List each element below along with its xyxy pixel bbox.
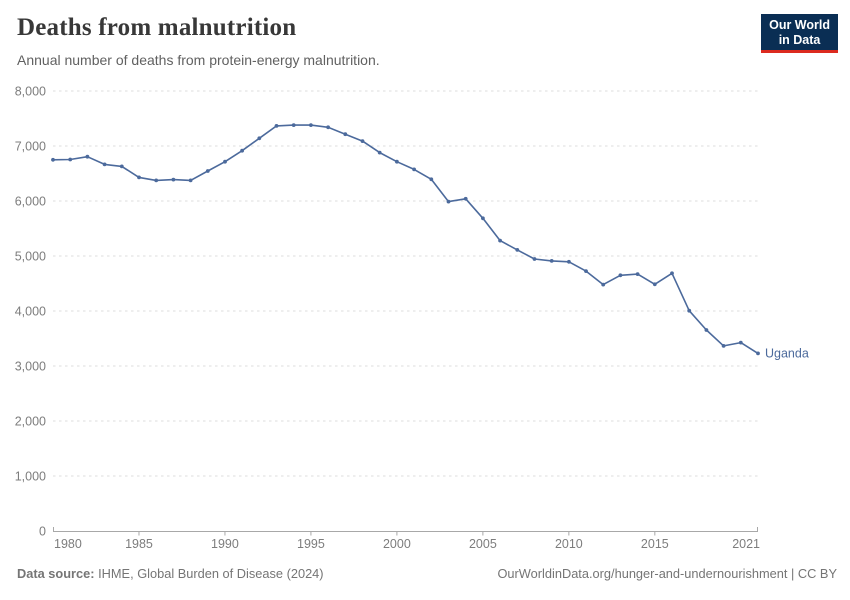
series-label[interactable]: Uganda — [765, 346, 809, 360]
data-point — [343, 132, 348, 137]
data-point — [85, 154, 90, 159]
y-tick-label: 7,000 — [15, 140, 46, 154]
owid-logo-line2: in Data — [778, 32, 821, 47]
data-point — [635, 272, 640, 276]
y-gridlines: 0 1,000 2,000 3,000 4,000 5,000 6,000 7,000 8,00… — [15, 85, 758, 539]
data-point — [205, 169, 210, 173]
data-point — [360, 139, 365, 144]
data-point — [377, 150, 382, 155]
chart-subtitle: Annual number of deaths from protein-ene… — [17, 52, 380, 68]
data-point — [532, 257, 537, 261]
x-tick-label: 2010 — [555, 537, 583, 551]
data-line — [52, 124, 759, 355]
owid-logo[interactable]: Our World in Data — [761, 14, 838, 53]
data-point — [188, 178, 193, 183]
y-tick-label: 0 — [39, 525, 46, 539]
x-axis: 1980 1985 1990 1995 2000 2005 2010 2015 2021 — [53, 527, 760, 551]
data-point — [429, 177, 434, 182]
data-point — [670, 271, 674, 276]
x-tick-label: 2000 — [383, 537, 411, 551]
data-point — [68, 157, 73, 162]
data-point — [102, 162, 107, 167]
chart-footer: Data source: IHME, Global Burden of Dise… — [17, 566, 837, 581]
x-tick-label: 1990 — [211, 537, 239, 551]
data-source-text: IHME, Global Burden of Disease (2024) — [94, 566, 324, 581]
y-tick-label: 6,000 — [15, 195, 46, 209]
data-point — [412, 167, 416, 172]
data-point — [171, 177, 176, 182]
data-point — [481, 216, 485, 221]
data-point — [584, 269, 588, 273]
data-point — [721, 344, 726, 348]
x-tick-label: 1985 — [125, 537, 153, 551]
data-point — [463, 196, 468, 201]
data-point — [738, 340, 743, 345]
data-point — [601, 282, 606, 287]
data-point — [652, 282, 657, 287]
data-point — [137, 175, 141, 180]
data-point — [154, 178, 159, 183]
data-source: Data source: IHME, Global Burden of Dise… — [17, 566, 324, 581]
data-source-label: Data source: — [17, 566, 95, 581]
credit-link[interactable]: OurWorldinData.org/hunger-and-undernouri… — [497, 566, 837, 581]
y-tick-label: 4,000 — [15, 305, 46, 319]
data-point — [618, 273, 623, 278]
data-point — [756, 351, 760, 356]
data-point — [240, 148, 245, 153]
data-point — [687, 308, 692, 313]
x-tick-label: 1980 — [54, 537, 82, 551]
data-point — [51, 157, 55, 162]
page-title: Deaths from malnutrition — [17, 14, 297, 41]
owid-logo-line1: Our World — [769, 18, 830, 32]
data-point — [309, 123, 313, 127]
data-point — [395, 159, 399, 164]
data-series-uganda[interactable] — [51, 123, 760, 356]
y-tick-label: 1,000 — [15, 470, 46, 484]
data-point — [549, 259, 554, 263]
y-tick-label: 2,000 — [15, 415, 46, 429]
data-point — [567, 259, 571, 264]
y-tick-label: 8,000 — [15, 85, 46, 99]
data-point — [326, 125, 330, 130]
y-tick-label: 3,000 — [15, 360, 46, 374]
data-point — [498, 238, 502, 243]
data-point — [257, 136, 262, 141]
data-point — [291, 123, 296, 127]
data-point — [223, 159, 227, 164]
data-point — [515, 248, 520, 252]
x-axis-endcaps — [53, 527, 758, 532]
y-tick-label: 5,000 — [15, 250, 46, 264]
x-tick-label: 1995 — [297, 537, 325, 551]
data-point — [446, 199, 451, 204]
data-point — [119, 164, 124, 169]
x-tick-label: 2015 — [641, 537, 669, 551]
data-point — [704, 328, 709, 332]
data-point — [274, 124, 279, 128]
x-tick-label: 2021 — [732, 537, 760, 551]
x-tick-label: 2005 — [469, 537, 497, 551]
